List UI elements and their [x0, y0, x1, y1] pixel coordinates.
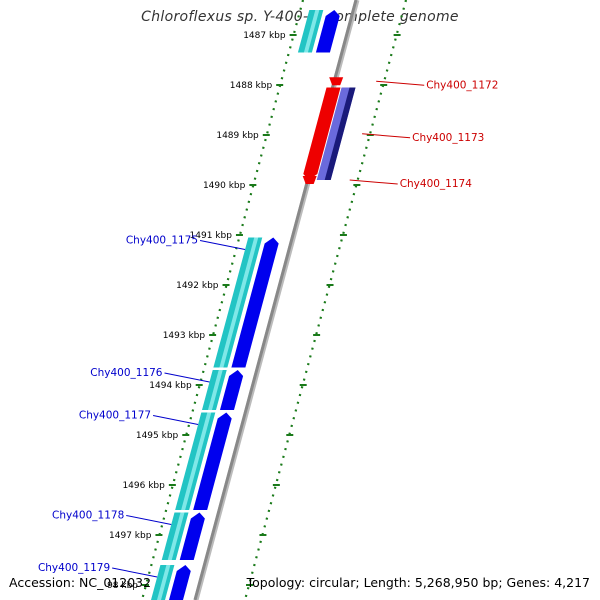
gene-band-dark	[324, 87, 356, 180]
gene-band-highlight	[167, 512, 185, 560]
gene-Chy400_1178	[161, 512, 205, 560]
label-leader-line	[376, 80, 425, 86]
gene-Chy400_1175	[213, 237, 279, 368]
scale-tick-label: 1491 kbp	[190, 231, 233, 241]
gene-label: Chy400_1177	[79, 410, 151, 422]
gene-Chy400_1173	[303, 87, 356, 180]
scale-tick-label: 1492 kbp	[176, 281, 219, 291]
gene-partial	[297, 10, 340, 53]
label-leader-line	[112, 567, 158, 578]
label-leader-line	[126, 515, 172, 525]
scale-tick-label: 1494 kbp	[149, 381, 192, 391]
label-leader-line	[349, 179, 398, 185]
gene-arrow	[303, 87, 341, 180]
label-leader-line	[152, 415, 199, 425]
gene-band-highlight	[157, 565, 171, 600]
scale-tick-label: 98 kbp	[107, 581, 138, 591]
scale-tick-label: 1493 kbp	[163, 331, 206, 341]
gene-band-highlight	[219, 237, 259, 368]
gene-label: Chy400_1172	[426, 79, 498, 91]
label-leader-line	[199, 240, 246, 250]
gene-arrow	[302, 176, 317, 184]
scale-tick-label: 1495 kbp	[136, 431, 179, 441]
genome-title: Chloroflexus sp. Y-400-fl, complete geno…	[141, 9, 459, 25]
gene-arrow	[231, 237, 279, 368]
gene-arrow	[315, 10, 340, 53]
gene-label: Chy400_1175	[126, 235, 198, 247]
gene-label: Chy400_1174	[400, 178, 473, 190]
gene-label: Chy400_1178	[52, 510, 124, 522]
topology-label: Topology: circular; Length: 5,268,950 bp…	[246, 575, 590, 590]
gene-features	[151, 10, 356, 600]
gene-Chy400_1176	[201, 370, 244, 410]
gene-band-highlight	[207, 370, 223, 410]
scale-tick-label: 1496 kbp	[122, 481, 165, 491]
scale-ticks: 1487 kbp 1488 kbp 1489 kbp 1490 kbp 1491 kbp…	[107, 31, 401, 591]
scale-tick-label: 1497 kbp	[109, 531, 152, 541]
gene-arrow	[329, 77, 344, 86]
label-leader-line	[362, 133, 411, 139]
scale-tick-label: 1490 kbp	[203, 181, 246, 191]
gene-arrow	[169, 565, 191, 600]
gene-Chy400_1177	[175, 412, 232, 510]
gene-arrow	[219, 370, 244, 410]
accession-label: Accession: NC_012032	[9, 575, 152, 590]
scale-tick-label: 1489 kbp	[216, 131, 259, 141]
gene-label: Chy400_1173	[412, 132, 484, 144]
gene-Chy400_1179	[151, 565, 191, 600]
gene-arrow	[193, 412, 232, 510]
gene-label: Chy400_1176	[90, 367, 163, 379]
gene-Chy400_1174	[302, 176, 317, 184]
gene-label: Chy400_1179	[38, 562, 110, 574]
scale-tick-label: 1488 kbp	[230, 81, 273, 91]
gene-arrow	[179, 512, 205, 560]
gene-band-highlight	[303, 10, 320, 53]
gene-labels: Chy400_1172 Chy400_1173 Chy400_1174 Chy400_…	[38, 79, 498, 578]
gene-band-highlight	[181, 412, 212, 510]
label-leader-line	[164, 372, 210, 383]
gene-Chy400_1172	[329, 77, 344, 86]
scale-tick-label: 1487 kbp	[243, 31, 286, 41]
